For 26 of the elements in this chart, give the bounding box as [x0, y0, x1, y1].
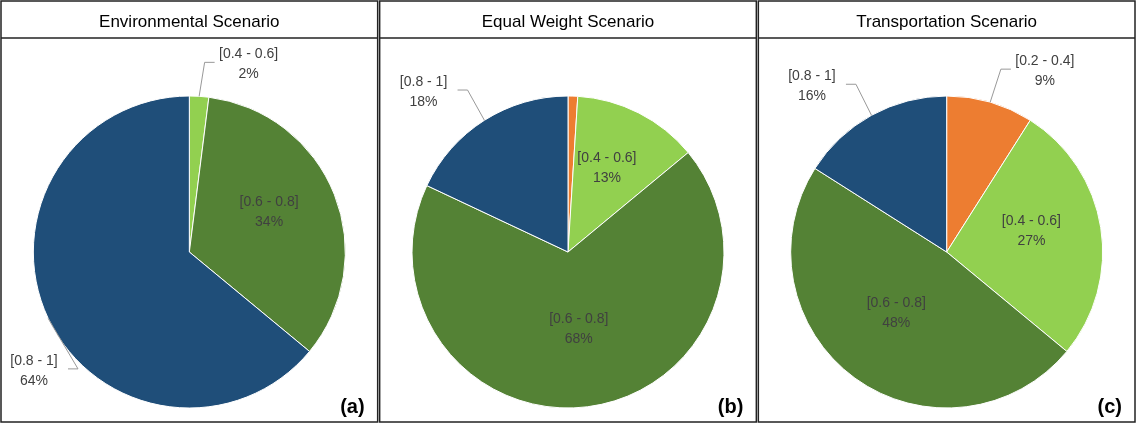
slice-label: [0.4 - 0.6] [577, 148, 637, 165]
chart-title: Equal Weight Scenario [481, 12, 655, 31]
slice-label: [0.4 - 0.6] [1001, 211, 1061, 228]
data-label: 13% [592, 168, 621, 185]
slice-label: [0.8 - 1] [10, 351, 58, 368]
data-label: 27% [1017, 231, 1046, 248]
slice-label: [0.6 - 0.8] [239, 193, 299, 210]
data-label: 18% [409, 93, 438, 110]
data-label: 68% [564, 330, 593, 347]
text: (c) [1097, 395, 1122, 417]
data-label: 64% [19, 371, 49, 388]
chart-title: Environmental Scenario [99, 12, 280, 31]
slice-label: [0.8 - 1] [399, 73, 448, 90]
slice-label: [0.8 - 1] [788, 67, 836, 84]
data-label: 48% [882, 314, 911, 331]
data-label: 9% [1034, 72, 1055, 89]
data-label: 2% [238, 65, 259, 82]
chart-title: Transportation Scenario [856, 12, 1038, 31]
slice-label: [0.6 - 0.8] [866, 294, 926, 311]
slice-label: [0.6 - 0.8] [549, 310, 609, 327]
slice-label: [0.4 - 0.6] [219, 45, 279, 62]
text: (a) [340, 395, 365, 417]
data-label: 34% [255, 213, 284, 230]
data-label: 16% [797, 87, 826, 104]
slice-label: [0.2 - 0.4] [1015, 52, 1075, 69]
text: (b) [717, 395, 744, 417]
